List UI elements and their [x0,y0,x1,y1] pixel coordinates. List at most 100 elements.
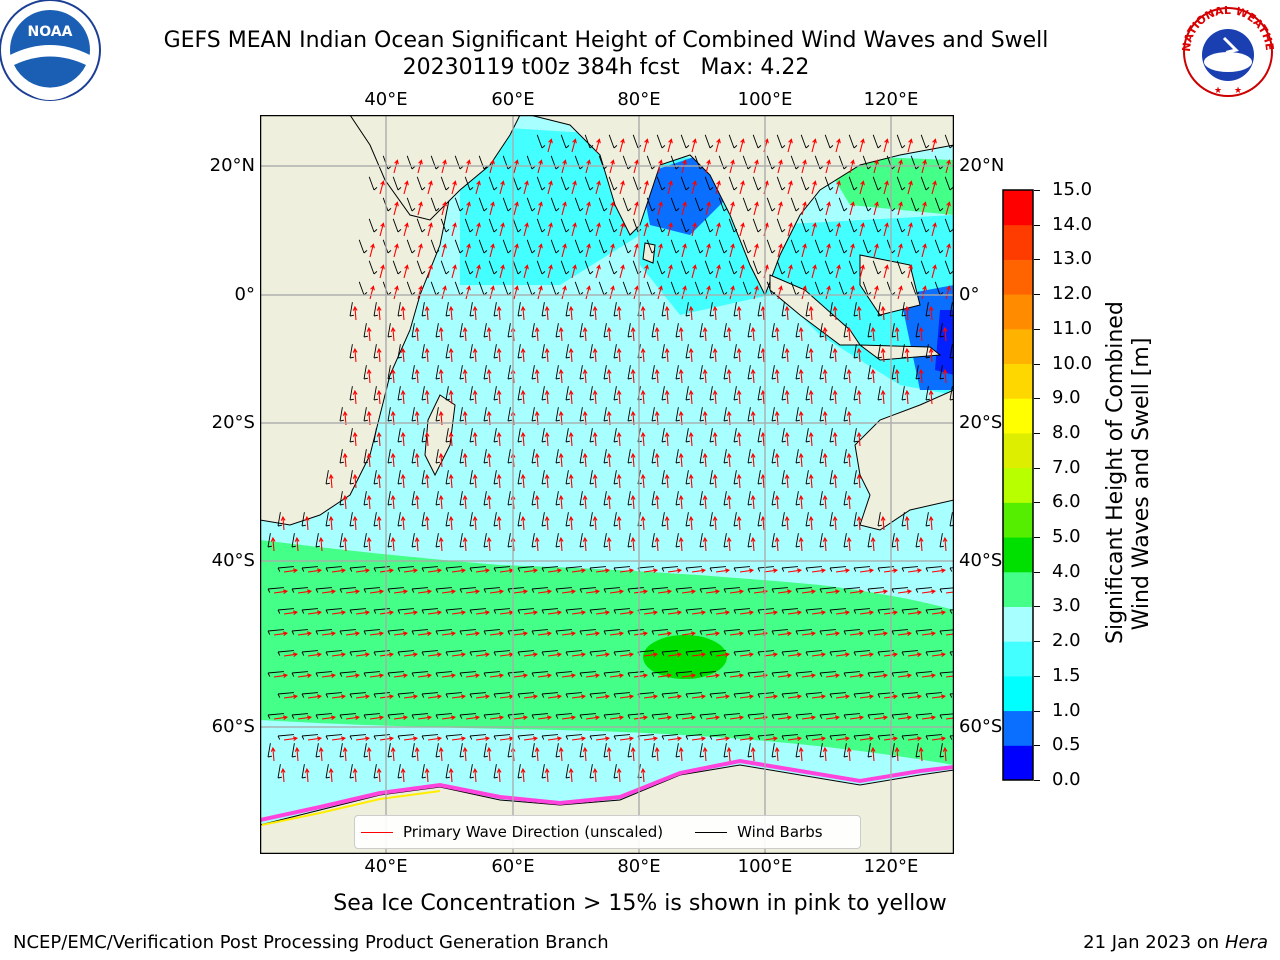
wave-direction-arrow [846,326,852,342]
wave-direction-arrow [643,138,649,153]
wind-barb [555,533,560,548]
colorbar-tick-label: 8.0 [1052,421,1081,443]
wave-direction-arrow [520,389,526,405]
wave-direction-arrow [486,452,492,468]
wave-direction-arrow [739,568,755,574]
wave-direction-arrow [331,610,347,616]
wind-barb [613,566,630,572]
wave-direction-arrow [561,285,567,300]
wind-barb [483,743,488,758]
wind-barb [325,734,342,740]
wave-direction-arrow [798,494,804,510]
wind-barb [747,533,752,548]
wave-direction-arrow [811,138,817,153]
wind-barb [949,651,954,656]
wind-barb [613,764,618,779]
wave-direction-arrow [520,347,526,363]
wind-barb [565,566,582,572]
wind-barb [699,533,704,548]
lon-tick-top-120e: 120°E [863,89,919,110]
wind-barb [277,608,294,614]
wave-direction-arrow [355,610,371,616]
wave-direction-arrow [873,631,889,637]
wind-barb [853,428,858,443]
colorbar-tick-mark [1034,780,1040,781]
wind-barb [526,197,536,212]
colorbar-tick-label: 3.0 [1052,595,1081,617]
wave-direction-arrow [558,452,564,468]
wave-direction-arrow [616,347,622,363]
wind-barb [891,743,896,758]
wind-barb [531,587,548,593]
wave-direction-arrow [870,536,876,552]
wave-direction-arrow [774,494,780,510]
wind-barb [315,671,332,677]
wind-barb [589,734,606,740]
wind-barb [733,734,750,740]
wave-direction-arrow [472,473,478,489]
wind-barb [853,692,870,698]
wind-barb [478,197,488,212]
wind-barb [469,692,486,698]
wave-direction-arrow [403,568,419,574]
wind-barb [680,218,690,233]
wave-direction-arrow [595,138,601,153]
wind-barb [949,735,954,740]
wind-barb [699,491,704,506]
wave-direction-arrow [894,326,900,342]
wind-barb [411,629,428,635]
wave-direction-arrow [705,243,711,258]
wind-barb [339,671,356,677]
wind-barb [589,386,594,401]
wind-barb [829,692,846,698]
wave-direction-arrow [667,180,673,195]
wave-direction-arrow [643,222,649,237]
wind-barb [790,239,800,254]
wind-barb [733,302,738,317]
wave-direction-arrow [630,536,636,552]
colorbar-tick-label: 14.0 [1052,213,1093,235]
wave-direction-arrow [763,610,779,616]
wave-zone-3-4m [260,540,954,765]
wind-barb [517,764,522,779]
wind-barb [757,470,762,485]
wind-barb [661,734,678,740]
wind-barb [541,608,558,614]
footer-date: 21 Jan 2023 on [1083,932,1225,953]
wave-direction-arrow [417,631,433,637]
wave-direction-arrow [753,201,759,216]
colorbar-tick-label: 9.0 [1052,387,1081,409]
map-legend: Primary Wave Direction (unscaled) Wind B… [354,815,861,849]
wave-direction-arrow [712,389,718,405]
wind-barb [488,260,498,275]
wave-direction-arrow [643,652,659,658]
wave-direction-arrow [633,673,649,679]
wave-direction-arrow [595,568,611,574]
wave-direction-arrow [307,694,323,700]
wave-direction-arrow [547,652,563,658]
wind-barb [517,734,534,740]
wind-barb [435,671,452,677]
wind-barb [445,428,450,443]
wave-direction-arrow [592,347,598,363]
wind-barb [483,407,488,422]
wave-direction-arrow [643,610,659,616]
wind-barb [589,428,594,443]
wind-barb [291,533,296,548]
wave-direction-arrow [561,715,577,721]
wave-direction-arrow [897,631,913,637]
wind-barb [493,650,510,656]
lat-tick-right-20n: 20°N [959,155,1005,176]
wind-barb [536,176,546,191]
wind-barb [843,323,848,338]
wind-barb [373,302,378,317]
wave-direction-arrow [328,515,334,531]
wind-barb [709,428,714,443]
wind-barb [733,470,738,485]
wind-barb [800,176,810,191]
wind-barb [565,302,570,317]
wind-barb [517,302,522,317]
wind-barb [459,671,476,677]
lon-tick-bottom-120e: 120°E [863,856,919,877]
wind-barb [502,155,512,170]
